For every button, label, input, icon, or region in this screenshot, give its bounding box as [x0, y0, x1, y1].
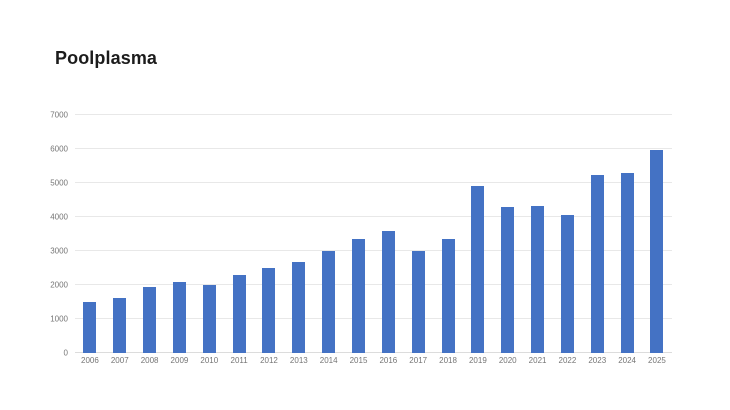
y-tick-label-5000: 5000: [50, 178, 68, 188]
x-tick-label-2023: 2023: [588, 356, 607, 365]
plot-area: [75, 114, 672, 353]
bar-2012[interactable]: [262, 268, 276, 353]
y-tick-label-4000: 4000: [50, 212, 68, 222]
bar-2017[interactable]: [411, 250, 425, 353]
bar-2006[interactable]: [83, 302, 97, 353]
gridline-5000: [75, 182, 672, 183]
x-tick-label-2020: 2020: [498, 356, 517, 365]
x-tick-label-2017: 2017: [409, 356, 428, 365]
gridline-2000: [75, 284, 672, 285]
bar-2011[interactable]: [232, 274, 246, 353]
bar-slot-2014: [314, 115, 344, 353]
bar-2014[interactable]: [322, 250, 336, 353]
bar-slot-2024: [612, 115, 642, 353]
x-tick-label-2018: 2018: [439, 356, 457, 365]
bar-2018[interactable]: [441, 239, 455, 353]
x-tick-label-2008: 2008: [140, 356, 159, 365]
y-tick-label-6000: 6000: [50, 144, 68, 154]
bar-2008[interactable]: [143, 286, 157, 353]
bar-2023[interactable]: [590, 174, 604, 353]
gridline-7000: [75, 114, 672, 115]
bar-slot-2016: [373, 115, 403, 353]
x-tick-label-2022: 2022: [558, 356, 577, 365]
x-tick-label-2016: 2016: [379, 356, 398, 365]
x-tick-label-2011: 2011: [230, 356, 248, 365]
bar-2020[interactable]: [501, 206, 515, 353]
x-tick-label-2013: 2013: [289, 356, 308, 365]
gridline-4000: [75, 216, 672, 217]
x-tick-label-2012: 2012: [260, 356, 278, 365]
x-tick-label-2010: 2010: [200, 356, 219, 365]
bar-slot-2006: [75, 115, 105, 353]
y-tick-label-3000: 3000: [50, 246, 68, 256]
bar-slot-2010: [194, 115, 224, 353]
bar-slot-2020: [493, 115, 523, 353]
x-tick-label-2009: 2009: [170, 356, 189, 365]
bar-slot-2012: [254, 115, 284, 353]
bar-slot-2021: [523, 115, 553, 353]
y-tick-label-1000: 1000: [50, 314, 68, 324]
bar-slot-2013: [284, 115, 314, 353]
bar-2007[interactable]: [113, 297, 127, 353]
x-tick-label-2006: 2006: [81, 356, 99, 365]
gridline-3000: [75, 250, 672, 251]
bar-slot-2011: [224, 115, 254, 353]
gridline-1000: [75, 318, 672, 319]
bar-2009[interactable]: [172, 282, 186, 353]
bar-2025[interactable]: [650, 150, 664, 353]
x-tick-label-2015: 2015: [349, 356, 368, 365]
bar-slot-2017: [403, 115, 433, 353]
bars: [75, 115, 672, 353]
bar-2010[interactable]: [202, 285, 216, 353]
y-tick-label-0: 0: [63, 348, 68, 358]
x-tick-label-2007: 2007: [110, 356, 129, 365]
gridline-0: [75, 352, 672, 353]
bar-2021[interactable]: [531, 205, 545, 353]
x-tick-label-2024: 2024: [618, 356, 636, 365]
bar-slot-2018: [433, 115, 463, 353]
bar-slot-2022: [553, 115, 583, 353]
x-tick-label-2019: 2019: [468, 356, 487, 365]
bar-2024[interactable]: [620, 173, 634, 353]
y-tick-label-2000: 2000: [50, 280, 68, 290]
bar-2015[interactable]: [352, 238, 366, 353]
bar-slot-2007: [105, 115, 135, 353]
bar-slot-2025: [642, 115, 672, 353]
bar-slot-2015: [344, 115, 374, 353]
bar-slot-2008: [135, 115, 165, 353]
bar-slot-2019: [463, 115, 493, 353]
bar-2019[interactable]: [471, 186, 485, 353]
bar-2022[interactable]: [560, 214, 574, 353]
x-tick-label-2014: 2014: [319, 356, 338, 365]
bar-2013[interactable]: [292, 261, 306, 353]
bar-slot-2009: [165, 115, 195, 353]
gridline-6000: [75, 148, 672, 149]
bar-2016[interactable]: [381, 231, 395, 353]
x-tick-label-2021: 2021: [528, 356, 547, 365]
y-axis: 0 1000 2000 3000 4000 5000 6000 7000: [0, 111, 68, 358]
x-tick-label-2025: 2025: [648, 356, 666, 365]
chart-title: Poolplasma: [55, 48, 158, 68]
x-axis: 2006 2007 2008 2009 2010 2011 2012 2013 2014 2015…: [75, 356, 672, 365]
y-tick-label-7000: 7000: [50, 110, 68, 120]
bar-slot-2023: [582, 115, 612, 353]
